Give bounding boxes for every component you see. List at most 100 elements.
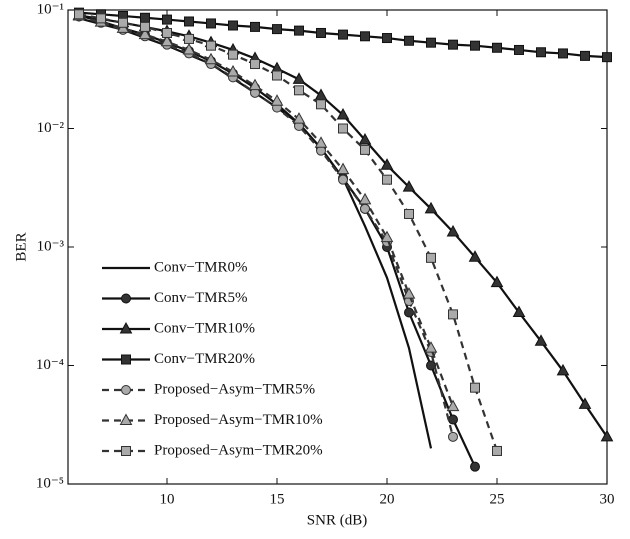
legend-label: Proposed−Asym−TMR20% — [154, 442, 323, 458]
legend-marker — [119, 321, 133, 334]
marker — [206, 40, 216, 51]
legend-label: Conv−TMR5% — [154, 290, 247, 306]
marker — [382, 33, 392, 44]
marker — [248, 78, 262, 91]
legend-label: Conv−TMR10% — [154, 320, 255, 336]
marker — [426, 37, 436, 48]
marker — [492, 42, 502, 53]
marker — [162, 14, 172, 25]
marker — [228, 20, 238, 31]
marker — [360, 203, 370, 214]
marker — [316, 99, 326, 110]
marker — [404, 307, 414, 318]
marker — [468, 250, 482, 262]
series-line — [78, 14, 455, 407]
x-tick-label: 20 — [380, 491, 395, 507]
y-tick-label: 10⁻² — [37, 120, 65, 136]
marker — [404, 208, 414, 219]
marker — [448, 309, 458, 320]
marker — [470, 40, 480, 51]
marker — [250, 21, 260, 32]
marker — [536, 47, 546, 58]
marker — [314, 88, 328, 100]
legend-label: Conv−TMR20% — [154, 351, 255, 367]
marker — [534, 334, 548, 346]
marker — [402, 287, 416, 299]
y-axis-label: BER — [13, 232, 29, 261]
marker — [338, 123, 348, 134]
marker — [272, 24, 282, 35]
marker — [426, 252, 436, 263]
marker — [578, 397, 592, 409]
marker — [228, 49, 238, 60]
series-line — [78, 15, 455, 438]
marker — [558, 48, 568, 59]
marker — [182, 42, 196, 55]
marker — [270, 94, 284, 106]
marker — [402, 180, 416, 192]
marker — [580, 50, 590, 61]
y-tick-label: 10⁻⁴ — [36, 357, 64, 373]
y-tick-label: 10⁻⁵ — [36, 475, 64, 491]
x-tick-label: 15 — [270, 491, 285, 507]
marker — [380, 158, 394, 170]
marker — [316, 27, 326, 38]
marker — [140, 12, 150, 23]
legend-marker — [119, 413, 133, 425]
marker — [338, 174, 348, 185]
marker — [556, 363, 570, 376]
marker — [448, 431, 458, 442]
marker — [470, 461, 480, 472]
legend-marker — [121, 293, 131, 304]
marker — [514, 44, 524, 55]
marker — [294, 25, 304, 36]
marker — [380, 230, 394, 243]
plot-frame — [67, 9, 608, 485]
marker — [512, 305, 526, 318]
marker — [336, 107, 350, 120]
marker — [600, 429, 614, 442]
marker — [96, 13, 106, 24]
marker — [382, 174, 392, 185]
marker — [358, 132, 372, 145]
marker — [74, 9, 84, 20]
marker — [358, 192, 372, 205]
marker — [448, 39, 458, 50]
marker — [140, 21, 150, 32]
marker — [338, 29, 348, 40]
marker — [294, 85, 304, 96]
legend-marker — [121, 385, 131, 395]
marker — [424, 341, 438, 353]
marker — [492, 445, 502, 456]
x-tick-label: 30 — [600, 491, 615, 507]
marker — [250, 59, 260, 70]
series-line — [78, 13, 499, 452]
marker — [160, 34, 174, 47]
marker — [292, 112, 306, 124]
marker — [490, 275, 504, 288]
legend-label: Proposed−Asym−TMR10% — [154, 412, 323, 428]
marker — [404, 35, 414, 46]
y-tick-label: 10⁻¹ — [37, 1, 64, 17]
legend-marker — [121, 446, 131, 456]
marker — [360, 31, 370, 42]
marker — [138, 27, 152, 40]
marker — [272, 70, 282, 81]
marker — [602, 52, 612, 63]
marker — [446, 224, 460, 237]
marker — [184, 33, 194, 44]
marker — [206, 18, 216, 29]
x-tick-label: 10 — [160, 491, 175, 507]
series-line — [78, 14, 476, 468]
legend-label: Conv−TMR0% — [154, 259, 247, 275]
marker — [448, 414, 458, 425]
marker — [204, 52, 218, 65]
legend-label: Proposed−Asym−TMR5% — [154, 381, 315, 397]
series-line — [78, 14, 608, 438]
marker — [292, 72, 306, 84]
marker — [360, 144, 370, 155]
marker — [162, 27, 172, 38]
x-axis-label: SNR (dB) — [307, 512, 367, 528]
marker — [424, 201, 438, 214]
